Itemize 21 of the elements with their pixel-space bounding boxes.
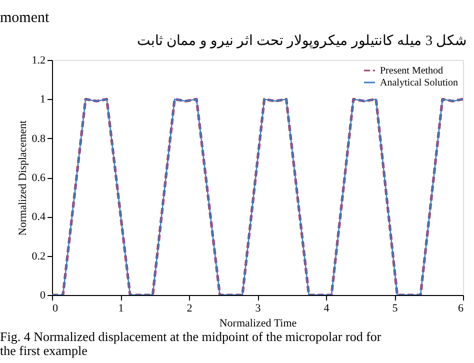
y-tick-label: 0.6: [32, 172, 46, 184]
y-tick-label: 1: [40, 94, 46, 106]
x-tick-label: 3: [255, 302, 262, 314]
text: moment: [0, 10, 50, 26]
x-tick-label: 6: [458, 302, 464, 314]
text: شکل 3 میله کانتیلور میکروپولار تحت اثر نیرو و ممان ثابت: [137, 34, 467, 49]
legend-label: Analytical Solution: [380, 78, 458, 88]
x-axis-title: Normalized Time: [219, 318, 297, 330]
y-tick-label: 0.4: [32, 211, 46, 224]
y-tick-label: 1.2: [32, 54, 46, 66]
y-axis-title: Normalized Displacement: [16, 120, 29, 236]
y-tick-label: 0.2: [32, 250, 46, 262]
x-tick-label: 4: [324, 302, 330, 314]
x-tick-label: 2: [186, 302, 192, 314]
caption: Fig. 4 Normalized displacement at the midpoint of the micropolar rod for the first example: [0, 329, 382, 358]
legend-label: Present Method: [380, 66, 444, 76]
x-tick-label: 0: [52, 302, 58, 314]
x-tick-label: 5: [392, 302, 398, 314]
x-tick-label: 1: [118, 302, 124, 314]
y-tick-label: 0.8: [32, 132, 46, 145]
y-tick-label: 0: [40, 290, 46, 302]
